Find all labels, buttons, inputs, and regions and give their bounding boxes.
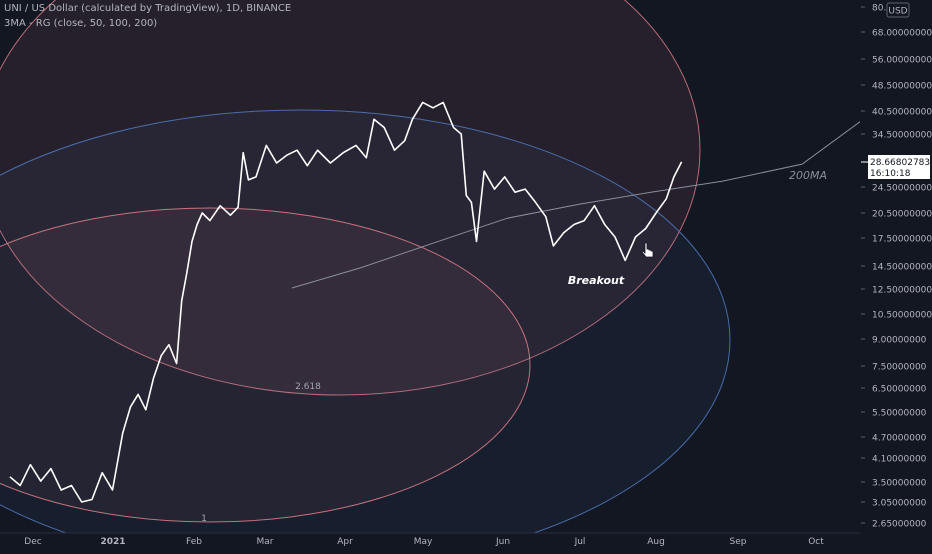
price-axis: 80.0 68.00000000 56.00000000 48.50000000 40.…: [861, 2, 932, 530]
time-tick-label: May: [414, 537, 433, 547]
symbol-title: UNI / US Dollar (calculated by TradingVi…: [4, 3, 292, 14]
price-tick-label: 14.50000000: [872, 263, 932, 273]
current-price-tag: [868, 155, 930, 179]
bar-countdown: 16:10:18: [870, 169, 911, 179]
price-tick-label: 34.50000000: [872, 131, 932, 141]
price-tick-label: 17.50000000: [872, 235, 932, 245]
price-tick-label: 56.00000000: [872, 56, 932, 66]
currency-badge: [886, 2, 910, 18]
indicator-label[interactable]: 3MA - RG (close, 50, 100, 200): [4, 18, 158, 29]
time-tick-label: Feb: [186, 537, 202, 547]
ma-200-line: [291, 121, 860, 289]
price-tick-label: 10.50000000: [872, 311, 932, 321]
time-tick-label: Oct: [808, 537, 824, 547]
price-tick-label: 48.50000000: [872, 82, 932, 92]
price-tick-label: 7.50000000: [872, 363, 927, 373]
price-tick-label: 4.10000000: [872, 455, 927, 465]
currency-badge-label: USD: [888, 7, 907, 17]
time-tick-label: Jul: [574, 537, 586, 547]
time-tick-label: Apr: [337, 537, 353, 547]
current-price-value: 28.66802783: [870, 158, 930, 168]
time-tick-label: Jun: [495, 537, 510, 547]
fib-ellipse-outer: [0, 0, 701, 396]
time-tick-label: Sep: [730, 537, 747, 547]
price-line: [9, 101, 683, 503]
price-tick-label: 9.00000000: [872, 336, 927, 346]
fib-label-1: 1: [201, 514, 207, 524]
price-tick-label: 12.50000000: [872, 286, 932, 296]
fib-label-2618: 2.618: [295, 382, 321, 392]
time-axis: Dec 2021 Feb Mar Apr May Jun Jul Aug Sep Oct: [0, 532, 860, 547]
ma-200-label: 200MA: [789, 169, 827, 182]
time-tick-label: Aug: [647, 537, 665, 547]
breakout-label: Breakout: [568, 274, 625, 287]
time-tick-label: Dec: [24, 537, 41, 547]
time-tick-label: Mar: [257, 537, 274, 547]
price-tick-label: 80.0: [872, 4, 892, 14]
fib-ellipse-blue: [0, 109, 731, 533]
price-tick-label: 4.70000000: [872, 434, 927, 444]
price-tick-label: 2.65000000: [872, 520, 927, 530]
price-tick-label: 3.50000000: [872, 479, 927, 489]
price-tick-label: 5.50000000: [872, 409, 927, 419]
price-tick-label: 40.50000000: [872, 108, 932, 118]
time-tick-label: 2021: [100, 537, 125, 547]
price-tick-label: 3.05000000: [872, 499, 927, 509]
fib-ellipse-inner: [0, 207, 531, 523]
hand-cursor-icon: [641, 242, 654, 258]
price-tick-label: 68.00000000: [872, 29, 932, 39]
price-tick-label: 6.50000000: [872, 385, 927, 395]
price-tick-label: 24.50000000: [872, 184, 932, 194]
price-tick-label: 20.50000000: [872, 210, 932, 220]
